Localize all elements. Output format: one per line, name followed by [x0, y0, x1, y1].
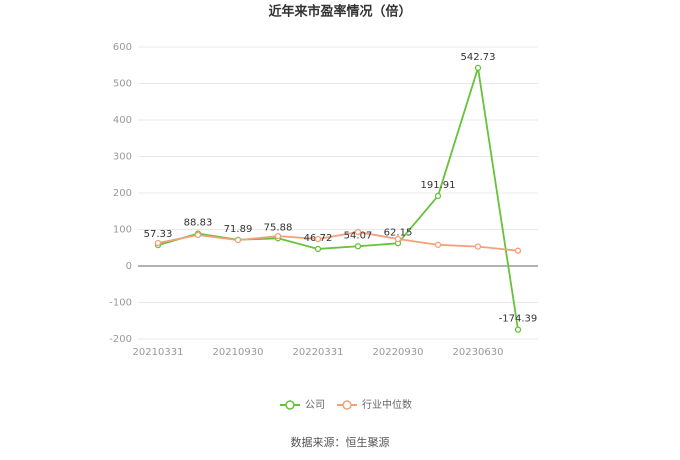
y-tick-label: 600: [113, 42, 132, 53]
data-label: 75.88: [264, 222, 293, 233]
data-label: 542.73: [461, 52, 496, 63]
point: [194, 231, 202, 239]
series-line: [157, 67, 519, 330]
data-label: 54.07: [344, 230, 373, 241]
point: [474, 64, 482, 72]
data-label: 71.89: [224, 224, 253, 235]
chart-title: 近年来市盈率情况（倍）: [268, 4, 411, 20]
data-label: 191.91: [421, 180, 456, 191]
y-tick-label: -100: [109, 298, 132, 309]
data-label: 88.83: [184, 218, 213, 229]
source: 数据来源：恒生聚源: [291, 435, 390, 449]
y-tick-label: 400: [113, 115, 132, 126]
legend-marker: [342, 400, 352, 410]
point: [354, 243, 362, 250]
point: [514, 247, 522, 254]
legend-label: 公司: [305, 400, 325, 411]
y-tick-label: 100: [113, 225, 132, 236]
data-label: -174.39: [499, 314, 538, 325]
legend-label: 行业中位数: [362, 398, 412, 411]
point: [514, 326, 522, 333]
point: [434, 241, 442, 248]
y-tick-label: 300: [113, 152, 132, 163]
data-label: 62.15: [384, 227, 413, 238]
x-tick-label: 20230630: [453, 347, 504, 358]
data-label: 57.33: [144, 229, 173, 240]
point: [394, 235, 402, 243]
point: [314, 235, 322, 243]
x-tick-label: 20210331: [133, 347, 184, 358]
y-tick-label: -200: [109, 334, 132, 345]
x-tick-label: 20220930: [373, 347, 424, 358]
point: [274, 232, 282, 240]
series-line: [157, 231, 519, 252]
x-tick-label: 20210930: [213, 347, 264, 358]
y-tick-label: 0: [126, 261, 132, 272]
point: [314, 245, 322, 253]
y-tick-label: 500: [113, 79, 132, 90]
point: [234, 236, 242, 244]
point: [154, 239, 162, 247]
legend-marker: [285, 400, 295, 410]
point: [474, 243, 482, 250]
y-tick-label: 200: [113, 188, 132, 199]
x-tick-label: 20220331: [293, 347, 344, 358]
point: [434, 192, 442, 200]
point: [354, 228, 362, 236]
